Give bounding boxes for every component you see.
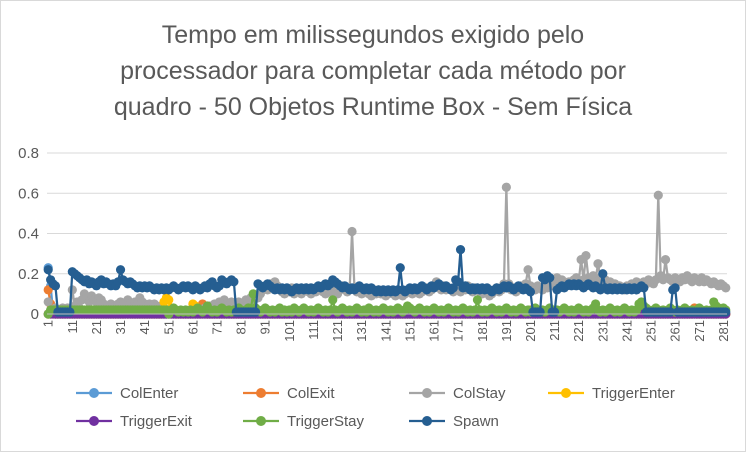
legend-marker: [89, 416, 99, 426]
y-axis-tick-labels: 0 0.2 0.4 0.6 0.8: [18, 145, 39, 323]
legend-item-triggerexit: TriggerExit: [76, 413, 193, 430]
x-tick-label: 241: [619, 320, 634, 342]
chart-title-line-1: Tempo em milissegundos exigido pelo: [162, 21, 584, 49]
data-point-spawn: [229, 277, 239, 287]
y-tick-label: 0.4: [18, 226, 39, 243]
data-point-spawn: [549, 307, 560, 317]
data-point-triggerstay: [328, 295, 338, 305]
data-point-triggerstay: [472, 295, 483, 305]
legend-marker: [561, 388, 571, 398]
series-layer: [43, 182, 731, 319]
data-point-spawn: [535, 307, 545, 317]
legend-marker: [422, 388, 432, 398]
legend-label: Spawn: [453, 413, 499, 430]
x-tick-label: 191: [499, 320, 514, 342]
x-tick-label: 51: [161, 320, 176, 334]
legend-item-colenter: ColEnter: [76, 385, 178, 402]
chart-title-line-2: processador para completar cada método p…: [120, 57, 626, 85]
x-tick-label: 221: [571, 320, 586, 342]
x-tick-label: 141: [378, 320, 393, 342]
legend-label: TriggerEnter: [592, 385, 675, 402]
x-tick-label: 131: [354, 320, 369, 342]
legend-item-colstay: ColStay: [409, 385, 506, 402]
x-tick-label: 121: [330, 320, 345, 342]
data-point-triggerenter: [164, 295, 174, 305]
x-tick-label: 61: [185, 320, 200, 334]
data-point-colstay: [501, 182, 511, 192]
x-tick-label: 261: [668, 320, 683, 342]
data-point-spawn: [598, 269, 608, 279]
x-tick-label: 41: [137, 320, 152, 334]
x-tick-label: 211: [547, 320, 562, 341]
data-point-colstay: [593, 259, 603, 269]
data-point-spawn: [395, 263, 405, 273]
x-tick-label: 181: [475, 320, 490, 342]
legend-label: TriggerStay: [287, 413, 364, 430]
data-point-spawn: [455, 245, 466, 255]
data-point-spawn: [50, 281, 61, 291]
legend-item-colexit: ColExit: [243, 385, 335, 402]
legend-label: ColStay: [453, 385, 506, 402]
data-point-spawn: [639, 283, 649, 293]
y-tick-label: 0.2: [18, 266, 39, 283]
legend-item-spawn: Spawn: [409, 413, 499, 430]
x-axis-tick-labels: 1 11 21 31 41 51 61 71 81 91 101 111 121 131 141 151 161…: [41, 320, 731, 342]
data-point-spawn: [545, 273, 555, 283]
legend-item-triggerenter: TriggerEnter: [548, 385, 675, 402]
data-point-colstay: [660, 255, 671, 265]
legend-marker: [256, 388, 266, 398]
x-tick-label: 91: [258, 320, 273, 334]
y-tick-label: 0.6: [18, 185, 39, 202]
chart-title-line-3: quadro - 50 Objetos Runtime Box - Sem Fí…: [114, 93, 632, 121]
x-tick-label: 71: [210, 320, 225, 334]
x-tick-label: 101: [282, 320, 297, 342]
series-spawn: [43, 245, 731, 317]
x-tick-label: 111: [306, 320, 321, 340]
x-tick-label: 231: [595, 320, 610, 342]
x-tick-label: 11: [65, 320, 80, 334]
data-point-colstay: [43, 297, 53, 307]
x-tick-label: 271: [692, 320, 707, 342]
data-point-colstay: [523, 265, 533, 275]
data-point-colstay: [581, 251, 591, 261]
legend-label: ColEnter: [120, 385, 178, 402]
x-tick-label: 171: [451, 320, 466, 342]
data-point-colstay: [347, 226, 357, 237]
legend-label: ColExit: [287, 385, 335, 402]
y-tick-label: 0.8: [18, 145, 39, 162]
y-tick-label: 0: [31, 306, 39, 323]
gridlines: [47, 152, 727, 275]
x-tick-label: 81: [234, 320, 249, 334]
data-point-spawn: [43, 265, 53, 275]
x-tick-label: 201: [523, 320, 538, 342]
data-point-spawn: [670, 283, 680, 293]
x-tick-label: 281: [716, 320, 731, 342]
data-point-spawn: [250, 307, 261, 317]
x-tick-label: 1: [41, 320, 56, 327]
legend: ColEnter ColExit ColStay TriggerEnter Trigge…: [76, 385, 675, 430]
legend-item-triggerstay: TriggerStay: [243, 413, 364, 430]
legend-marker: [89, 388, 99, 398]
data-point-spawn: [65, 307, 75, 317]
x-tick-label: 161: [427, 320, 442, 342]
data-point-triggerstay: [248, 289, 258, 299]
x-tick-label: 251: [644, 320, 659, 342]
data-point-spawn: [525, 287, 536, 297]
x-tick-label: 31: [113, 320, 128, 334]
series-colstay: [43, 182, 731, 317]
legend-label: TriggerExit: [120, 413, 193, 430]
legend-marker: [256, 416, 266, 426]
legend-marker: [422, 416, 432, 426]
data-point-spawn: [115, 265, 126, 275]
x-tick-label: 151: [402, 320, 417, 342]
chart-title: Tempo em milissegundos exigido pelo proc…: [114, 21, 632, 121]
x-tick-label: 21: [89, 320, 104, 334]
data-point-spawn: [721, 307, 731, 317]
data-point-colstay: [721, 283, 731, 293]
data-point-colstay: [653, 190, 663, 200]
